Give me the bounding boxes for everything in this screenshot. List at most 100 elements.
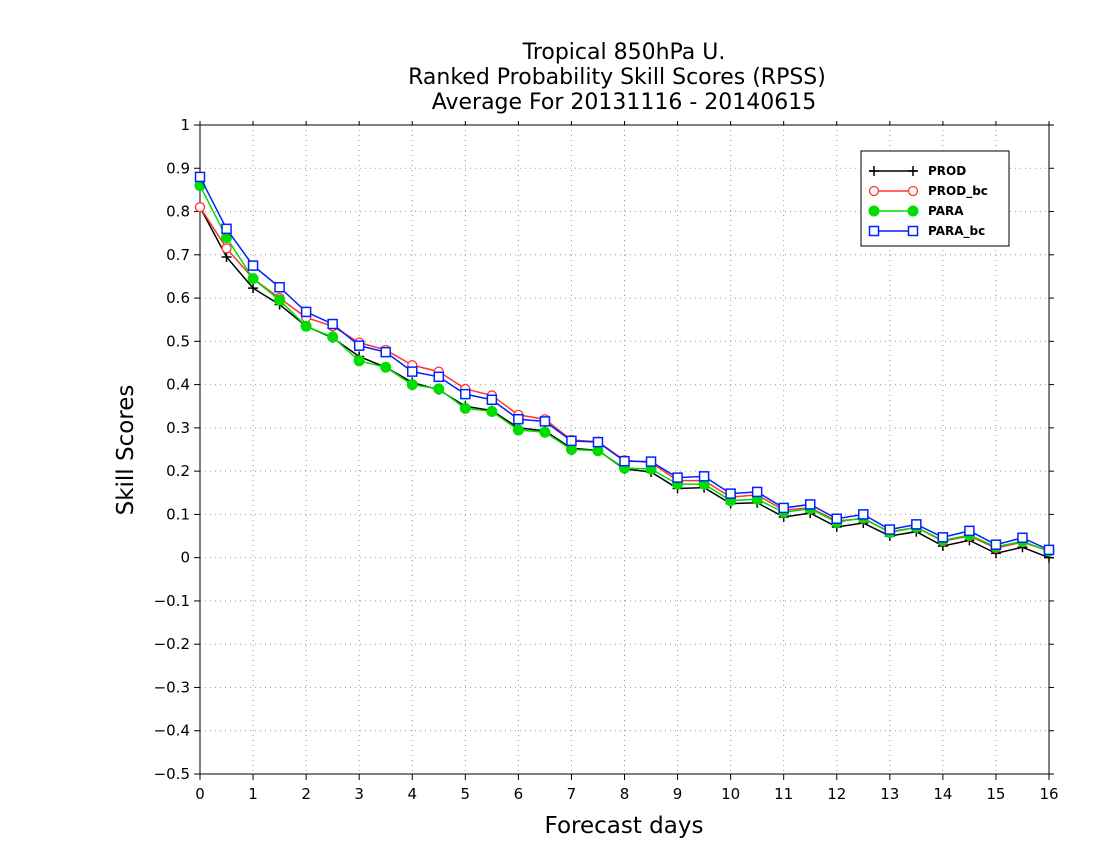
data-point	[937, 532, 949, 543]
y-tick-label: 0.4	[166, 376, 190, 394]
legend: PROD PROD_bc PARA PARA_bc	[860, 150, 1010, 247]
legend-label: PROD	[928, 164, 966, 178]
data-point	[194, 202, 206, 213]
x-tick-label: 9	[673, 785, 683, 803]
x-tick-label: 3	[354, 785, 364, 803]
data-point	[990, 539, 1002, 550]
x-tick-label: 11	[774, 785, 793, 803]
y-tick-label: −0.4	[154, 722, 190, 740]
title-line-1: Tropical 850hPa U.	[522, 40, 726, 65]
data-point	[778, 502, 789, 514]
x-tick-label: 8	[620, 785, 630, 803]
x-tick-label: 1	[248, 785, 258, 803]
title-line-2: Ranked Probability Skill Scores (RPSS)	[408, 65, 826, 90]
series-line	[199, 206, 1050, 552]
legend-box	[860, 150, 1010, 247]
legend-label: PARA	[928, 204, 964, 218]
y-tick-label: 0.3	[166, 419, 190, 437]
x-tick-label: 7	[567, 785, 577, 803]
y-axis-label: Skill Scores	[113, 385, 139, 516]
x-tick-label: 10	[721, 785, 740, 803]
data-point	[911, 519, 922, 530]
y-tick-label: 0.8	[166, 203, 190, 221]
y-tick-label: 0.1	[166, 505, 190, 523]
data-point	[407, 366, 418, 377]
data-point	[751, 486, 763, 498]
data-point	[327, 331, 339, 343]
data-point	[248, 283, 259, 294]
x-tick-label: 4	[407, 785, 417, 803]
grid	[200, 125, 1049, 774]
x-tick-label: 12	[827, 785, 846, 803]
legend-entry-para-bc: PARA_bc	[868, 224, 985, 239]
data-point	[194, 171, 206, 183]
y-tick-label: 0.7	[166, 246, 190, 264]
data-point	[221, 223, 232, 235]
data-point	[353, 340, 365, 351]
data-point	[566, 435, 577, 447]
y-tick-label: 0.5	[166, 332, 190, 350]
y-tick-label: 0.2	[166, 462, 190, 480]
data-point	[221, 243, 232, 254]
data-point	[486, 394, 498, 405]
data-point	[406, 379, 418, 391]
data-point	[221, 251, 232, 262]
legend-marker-right	[908, 166, 918, 176]
data-point	[539, 426, 551, 438]
legend-marker-right	[907, 225, 919, 237]
legend-marker-left	[868, 205, 880, 217]
data-point	[380, 361, 392, 373]
data-point	[460, 388, 471, 400]
y-tick-label: 1	[180, 116, 190, 134]
data-point	[247, 260, 259, 271]
data-point	[327, 318, 338, 330]
data-point	[619, 455, 630, 467]
data-series	[194, 171, 1055, 563]
data-point	[592, 436, 604, 448]
data-point	[725, 488, 736, 499]
y-tick-label: 0.9	[166, 159, 190, 177]
data-point	[698, 471, 710, 482]
data-point	[274, 294, 286, 306]
x-tick-label: 0	[195, 785, 205, 803]
data-point	[539, 416, 551, 427]
x-tick-label: 2	[301, 785, 311, 803]
series-para-bc	[194, 171, 1055, 556]
data-point	[804, 499, 816, 510]
x-axis-label: Forecast days	[545, 813, 704, 839]
data-point	[858, 509, 869, 520]
data-point	[459, 402, 471, 414]
legend-label: PARA_bc	[928, 224, 985, 239]
x-tick-label: 16	[1039, 785, 1058, 803]
legend-label: PROD_bc	[928, 184, 988, 199]
data-point	[353, 355, 365, 367]
data-point	[645, 456, 657, 467]
y-tick-label: −0.2	[154, 635, 190, 653]
data-point	[486, 405, 498, 417]
x-tick-label: 14	[933, 785, 952, 803]
x-tick-label: 5	[461, 785, 471, 803]
axes: 0 1 2 3 4 5 6 7 8 9 10 11 12 13 14 15 16−0.5−0.4−0.3−0.2…	[154, 116, 1059, 803]
y-tick-label: −0.3	[154, 678, 190, 696]
legend-marker-left	[868, 185, 880, 197]
legend-marker-left	[869, 166, 879, 176]
legend-entry-prod: PROD	[869, 164, 966, 178]
y-tick-label: 0	[180, 549, 190, 567]
data-point	[433, 371, 445, 383]
data-point	[274, 282, 285, 293]
data-point	[672, 472, 683, 483]
x-tick-label: 6	[514, 785, 524, 803]
data-point	[300, 306, 312, 318]
series-prod	[195, 202, 1054, 563]
x-tick-label: 15	[986, 785, 1005, 803]
data-point	[884, 524, 896, 535]
data-point	[247, 273, 259, 285]
legend-marker-right	[907, 205, 919, 217]
chart-title: Tropical 850hPa U. Ranked Probability Sk…	[408, 40, 826, 115]
data-point	[1017, 532, 1028, 544]
data-point	[831, 513, 842, 524]
y-tick-label: −0.1	[154, 592, 190, 610]
legend-marker-right	[907, 185, 919, 197]
data-point	[512, 424, 524, 436]
